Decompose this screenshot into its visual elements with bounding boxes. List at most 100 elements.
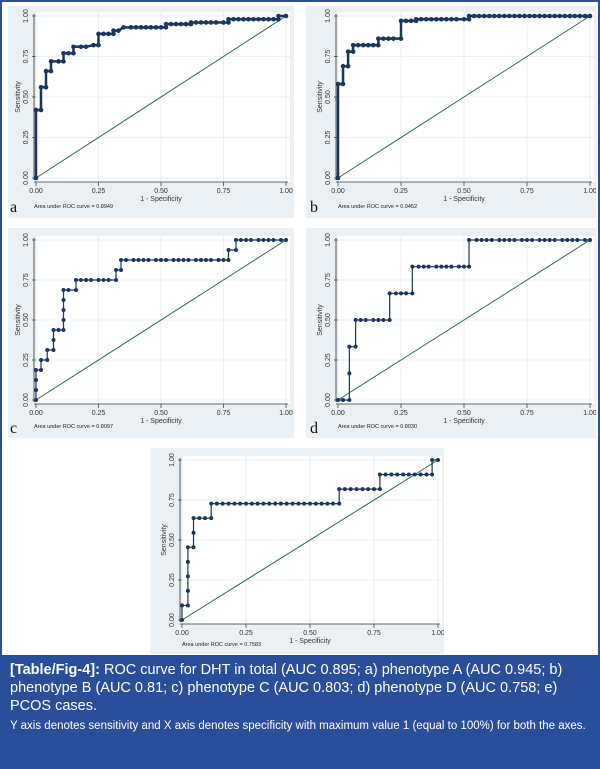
roc-point: [101, 31, 106, 37]
roc-point: [353, 344, 358, 349]
roc-point: [337, 501, 342, 506]
roc-point: [154, 258, 158, 262]
roc-point: [377, 472, 382, 477]
roc-point: [562, 13, 568, 19]
roc-point: [66, 50, 71, 56]
roc-point: [570, 238, 575, 242]
roc-point: [273, 501, 278, 506]
roc-point: [208, 20, 214, 25]
roc-point: [146, 258, 151, 262]
roc-point: [502, 238, 507, 242]
y-tick-label: 0.50: [325, 313, 332, 327]
roc-point: [43, 84, 49, 90]
roc-point: [266, 238, 271, 242]
roc-point: [178, 21, 184, 27]
roc-point: [410, 291, 415, 296]
roc-point: [371, 318, 376, 322]
y-tick-label: 0.25: [325, 353, 332, 367]
x-tick-label: 0.00: [331, 188, 345, 195]
roc-point: [398, 18, 404, 24]
reference-line: [35, 15, 287, 179]
y-tick-label: 0.75: [169, 493, 176, 507]
x-tick-label: 0.50: [154, 188, 168, 195]
roc-point: [340, 63, 346, 69]
roc-point: [136, 258, 141, 262]
roc-point: [335, 81, 341, 87]
roc-point: [183, 21, 189, 27]
x-axis-title: 1 - Specificity: [443, 418, 485, 425]
y-tick-label: 0.25: [169, 573, 176, 587]
roc-point: [439, 264, 444, 269]
roc-point: [61, 308, 66, 312]
roc-point: [249, 238, 253, 242]
roc-point: [168, 21, 174, 27]
roc-point: [507, 238, 512, 242]
y-tick-label: 1.00: [325, 233, 332, 247]
roc-point: [255, 501, 260, 506]
roc-point: [216, 258, 221, 262]
y-tick-label: 0.75: [325, 273, 332, 287]
roc-point: [232, 501, 237, 506]
roc-point: [572, 13, 578, 19]
roc-point: [279, 238, 283, 242]
roc-panel-d: 0.00 0.25 0.50 0.75 1.00 0.00 0.25 0.50 0.75 1.00…: [306, 228, 596, 438]
roc-point: [48, 59, 54, 64]
y-tick-label: 1.00: [169, 453, 176, 467]
panel-label-b: b: [310, 199, 318, 216]
roc-point: [479, 238, 484, 242]
roc-point: [481, 13, 487, 19]
roc-point: [395, 472, 400, 477]
roc-point: [383, 472, 388, 477]
roc-point: [467, 238, 472, 242]
roc-point: [101, 278, 106, 282]
y-tick-label: 0.75: [23, 273, 30, 287]
roc-point: [360, 42, 366, 48]
y-tick-label: 0.00: [23, 393, 30, 407]
roc-point: [412, 472, 417, 477]
roc-point: [246, 16, 251, 22]
roc-point: [552, 13, 558, 19]
roc-point: [398, 36, 404, 41]
roc-point: [433, 16, 439, 22]
roc-point: [209, 516, 214, 521]
roc-point: [231, 16, 236, 22]
roc-point: [34, 388, 38, 392]
y-tick-label: 0.75: [325, 50, 332, 64]
roc-point: [71, 44, 76, 50]
auc-annotation-b: Area under ROC curve = 0.9452: [338, 204, 418, 210]
roc-point: [456, 264, 461, 269]
roc-point: [78, 44, 84, 50]
roc-point: [348, 487, 353, 492]
x-axis-title: 1 - Specificity: [289, 638, 331, 645]
roc-point: [226, 16, 231, 22]
roc-point: [347, 371, 352, 376]
x-tick-label: 0.00: [175, 630, 189, 637]
roc-point: [496, 13, 502, 19]
roc-point: [410, 264, 415, 269]
roc-point: [185, 588, 190, 593]
roc-point: [444, 264, 449, 269]
roc-point: [350, 42, 356, 48]
roc-point: [271, 238, 276, 242]
roc-point: [180, 618, 184, 622]
roc-point: [79, 278, 83, 282]
roc-point: [423, 16, 429, 22]
roc-point: [96, 42, 101, 48]
roc-point: [587, 13, 593, 19]
roc-point: [393, 291, 398, 296]
roc-point: [430, 472, 435, 477]
roc-point: [96, 31, 101, 37]
roc-point: [114, 268, 118, 272]
roc-point: [133, 25, 139, 30]
roc-point: [296, 501, 301, 506]
x-axis-title: 1 - Specificity: [140, 418, 182, 425]
roc-point: [251, 16, 256, 22]
roc-point: [244, 238, 248, 242]
y-axis-title: Sensitivity: [15, 304, 22, 336]
roc-point: [56, 59, 61, 64]
roc-point: [74, 288, 78, 292]
x-tick-label: 0.75: [520, 188, 534, 195]
roc-point: [342, 487, 347, 492]
x-tick-label: 0.25: [394, 188, 408, 195]
roc-chart-e: 0.00 0.25 0.50 0.75 1.00 0.00 0.25 0.50 0.75 1.00…: [161, 453, 444, 645]
